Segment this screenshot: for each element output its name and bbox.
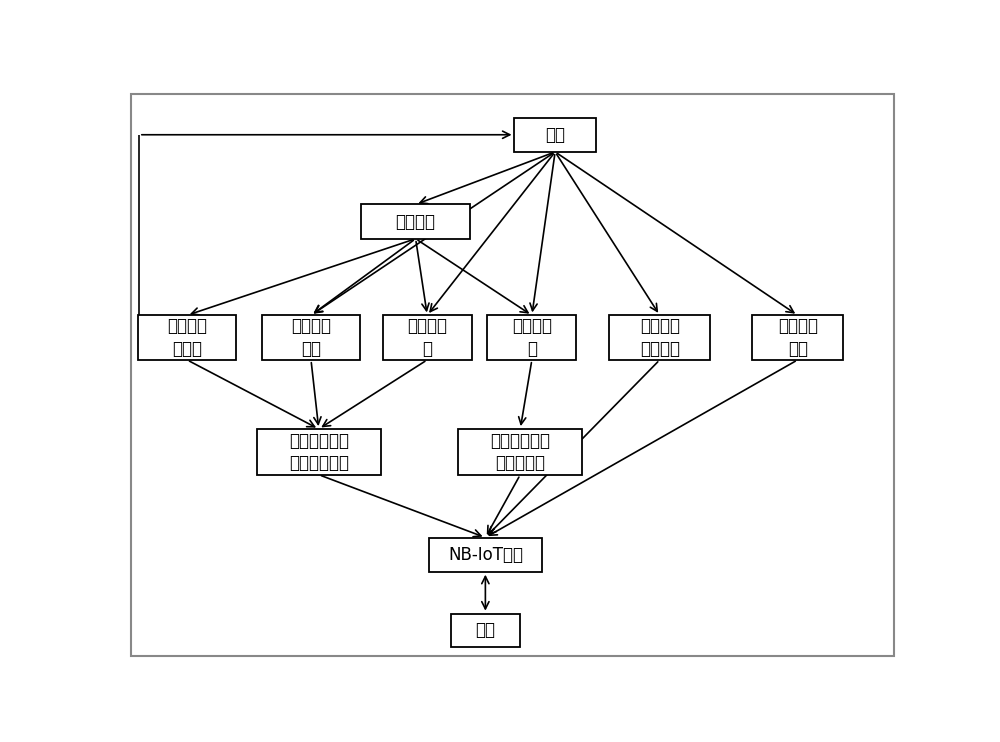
Text: 后台: 后台 (475, 621, 495, 639)
Text: 甲烷传感
器: 甲烷传感 器 (512, 318, 552, 358)
FancyBboxPatch shape (451, 614, 520, 647)
FancyBboxPatch shape (257, 429, 381, 475)
FancyBboxPatch shape (752, 315, 843, 360)
FancyBboxPatch shape (609, 315, 710, 360)
FancyBboxPatch shape (429, 537, 542, 572)
FancyBboxPatch shape (383, 315, 472, 360)
Text: 电源: 电源 (545, 125, 565, 144)
FancyBboxPatch shape (361, 205, 470, 239)
Text: 三合一传感器
模块主控单元: 三合一传感器 模块主控单元 (289, 432, 349, 472)
FancyBboxPatch shape (487, 315, 576, 360)
FancyBboxPatch shape (138, 315, 236, 360)
Text: 温湿度传
感器模块: 温湿度传 感器模块 (640, 318, 680, 358)
FancyBboxPatch shape (514, 117, 596, 152)
Text: 异动报警
模块: 异动报警 模块 (778, 318, 818, 358)
Text: 一氧化碳
传感器: 一氧化碳 传感器 (167, 318, 207, 358)
Text: 硫化氢传
感器: 硫化氢传 感器 (291, 318, 331, 358)
Text: 泵吸模块: 泵吸模块 (396, 213, 436, 231)
FancyBboxPatch shape (458, 429, 582, 475)
Text: NB-IoT模块: NB-IoT模块 (448, 545, 523, 564)
Text: 甲烷传感器模
块主控单元: 甲烷传感器模 块主控单元 (490, 432, 550, 472)
Text: 氧气传感
器: 氧气传感 器 (407, 318, 447, 358)
FancyBboxPatch shape (262, 315, 360, 360)
